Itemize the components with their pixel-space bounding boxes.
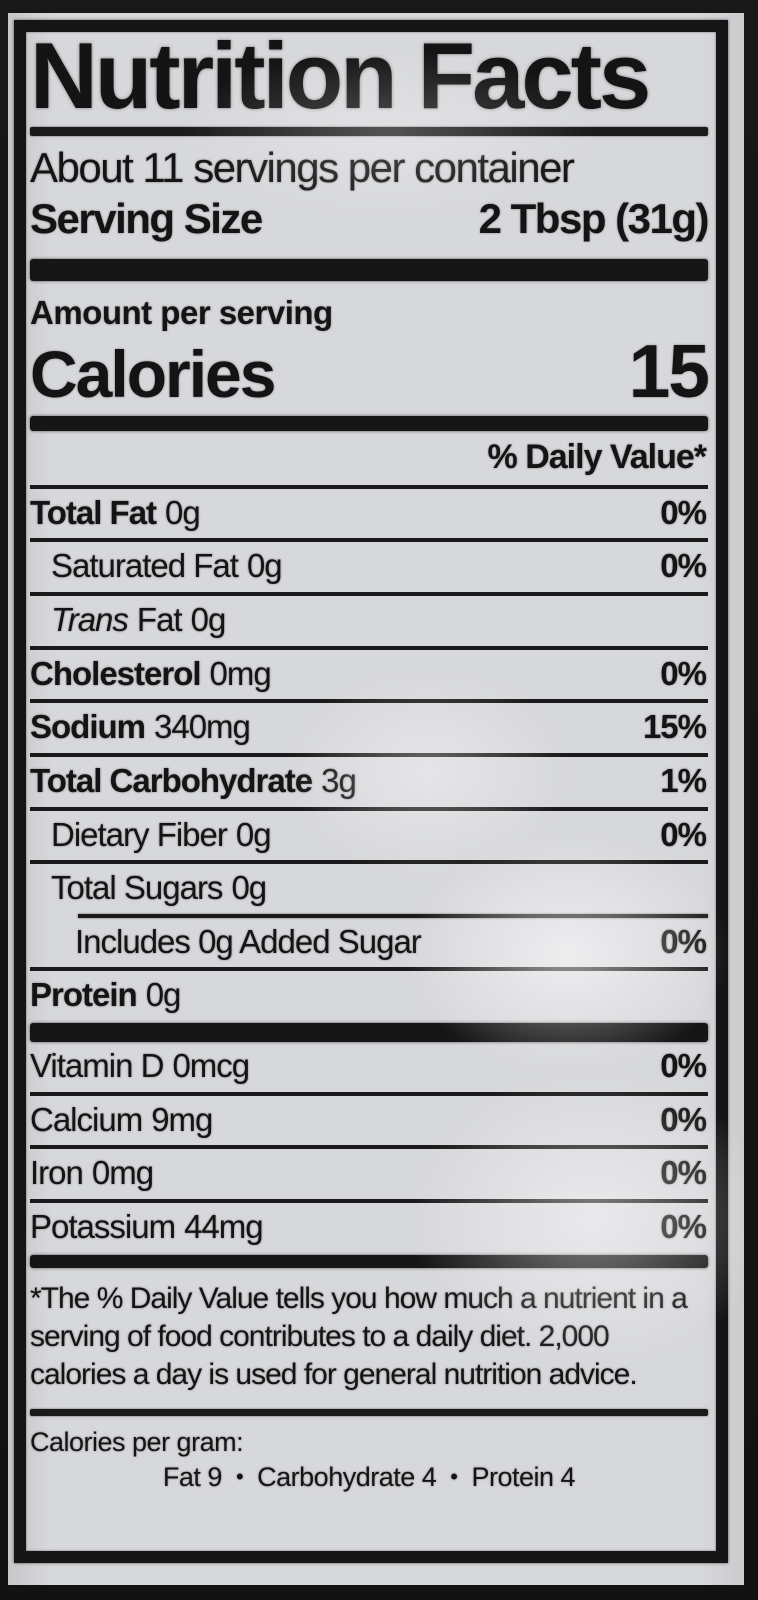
nutrient-row-dietary-fiber: Dietary Fiber 0g 0% bbox=[30, 806, 708, 861]
nutrient-name: Total Sugars bbox=[51, 869, 223, 907]
amount-per-serving: Amount per serving bbox=[30, 293, 333, 331]
nutrient-amount: 340mg bbox=[154, 708, 251, 746]
vitamin-dv: 0% bbox=[660, 1154, 707, 1192]
nutrient-row-total-sugars: Total Sugars 0g bbox=[30, 860, 708, 914]
section-bar-protein bbox=[30, 1023, 708, 1043]
nutrient-row-total-carbohydrate: Total Carbohydrate 3g 1% bbox=[30, 752, 708, 807]
vitamin-row-calcium: Calcium 9mg 0% bbox=[30, 1091, 708, 1146]
serving-size-row: Serving Size 2 Tbsp (31g) bbox=[30, 193, 710, 246]
calories-row: Calories 15 bbox=[30, 328, 710, 413]
nutrient-dv: 0% bbox=[660, 547, 707, 585]
serving-size-label: Serving Size bbox=[30, 195, 263, 243]
nutrient-row-protein: Protein 0g bbox=[30, 967, 708, 1021]
bullet-separator: • bbox=[235, 1463, 244, 1489]
nutrient-amount: 0g bbox=[231, 869, 267, 907]
vitamin-amount: 9mg bbox=[151, 1100, 213, 1138]
serving-size-value: 2 Tbsp (31g) bbox=[478, 195, 710, 243]
nutrient-row-sodium: Sodium 340mg 15% bbox=[30, 699, 708, 753]
cpg-fat: Fat 9 bbox=[162, 1461, 223, 1492]
title-divider bbox=[30, 127, 708, 137]
vitamin-row-iron: Iron 0mg 0% bbox=[30, 1145, 708, 1199]
vitamin-row-vitamin-d: Vitamin D 0mcg 0% bbox=[30, 1042, 708, 1092]
vitamin-amount: 0mg bbox=[91, 1154, 154, 1192]
nutrient-row-cholesterol: Cholesterol 0mg 0% bbox=[30, 645, 708, 700]
nutrient-amount: 0g bbox=[165, 493, 201, 531]
vitamin-name: Calcium bbox=[30, 1100, 143, 1138]
indented-rule bbox=[78, 913, 708, 918]
section-bar-calories bbox=[30, 415, 708, 431]
nutrient-rows: Total Fat 0g 0% Saturated Fat 0g 0% Trans F… bbox=[30, 484, 708, 1021]
nutrient-name: Total Fat bbox=[30, 493, 157, 531]
vitamin-dv: 0% bbox=[660, 1047, 707, 1085]
footnote-divider bbox=[30, 1408, 708, 1416]
nutrient-dv: 1% bbox=[660, 761, 707, 799]
nutrition-facts-panel: Nutrition Facts About 11 servings per co… bbox=[14, 20, 728, 1563]
nutrient-row-total-fat: Total Fat 0g 0% bbox=[30, 484, 708, 539]
nutrient-dv: 0% bbox=[660, 493, 707, 531]
vitamin-name: Potassium bbox=[30, 1208, 176, 1246]
nutrient-amount: 3g bbox=[321, 761, 357, 799]
vitamin-dv: 0% bbox=[660, 1208, 707, 1246]
vitamin-name: Iron bbox=[30, 1154, 84, 1192]
nutrient-dv: 15% bbox=[642, 708, 707, 746]
calories-value: 15 bbox=[628, 328, 710, 413]
nutrition-facts-title: Nutrition Facts bbox=[30, 23, 651, 128]
nutrient-name: Includes 0g Added Sugar bbox=[75, 922, 422, 960]
cpg-protein: Protein 4 bbox=[471, 1461, 576, 1492]
nutrient-name: Sodium bbox=[30, 708, 146, 746]
nutrient-row-trans-fat: Trans Fat 0g bbox=[30, 591, 708, 646]
vitamin-name: Vitamin D bbox=[30, 1047, 164, 1085]
nutrient-row-added-sugar: Includes 0g Added Sugar 0% bbox=[30, 918, 708, 968]
nutrient-amount: 0mg bbox=[209, 654, 272, 692]
nutrient-dv: 0% bbox=[660, 815, 707, 853]
section-bar-serving bbox=[30, 258, 708, 281]
calories-label: Calories bbox=[30, 336, 276, 411]
cpg-carbohydrate: Carbohydrate 4 bbox=[257, 1461, 437, 1492]
nutrient-row-saturated-fat: Saturated Fat 0g 0% bbox=[30, 538, 708, 592]
servings-per-container: About 11 servings per container bbox=[30, 144, 575, 192]
nutrient-name: Fat bbox=[136, 600, 183, 638]
bullet-separator: • bbox=[450, 1463, 458, 1489]
nutrient-amount: 0g bbox=[235, 815, 272, 853]
nutrient-name: Cholesterol bbox=[30, 654, 202, 692]
calories-per-gram-label: Calories per gram: bbox=[30, 1426, 244, 1457]
daily-value-footnote: *The % Daily Value tells you how much a … bbox=[30, 1281, 688, 1391]
nutrient-name: Total Carbohydrate bbox=[30, 761, 313, 799]
nutrient-amount: 0g bbox=[190, 600, 227, 638]
nutrient-name: Protein bbox=[30, 976, 138, 1014]
vitamin-rows: Vitamin D 0mcg 0% Calcium 9mg 0% Iron 0mg 0… bbox=[30, 1042, 708, 1253]
nutrient-name: Saturated Fat bbox=[51, 547, 239, 585]
nutrient-dv: 0% bbox=[660, 654, 707, 692]
label-paper: Nutrition Facts About 11 servings per co… bbox=[8, 13, 744, 1585]
nutrient-dv: 0% bbox=[660, 922, 707, 960]
vitamin-amount: 44mg bbox=[184, 1208, 264, 1246]
nutrient-name: Dietary Fiber bbox=[51, 815, 228, 853]
nutrient-amount: 0g bbox=[246, 547, 283, 585]
vitamin-dv: 0% bbox=[660, 1100, 707, 1138]
calories-per-gram-values: Fat 9 • Carbohydrate 4 • Protein 4 bbox=[30, 1462, 708, 1493]
daily-value-header: % Daily Value* bbox=[487, 437, 707, 476]
nutrient-name-italic: Trans bbox=[51, 600, 129, 638]
vitamin-row-potassium: Potassium 44mg 0% bbox=[30, 1199, 708, 1253]
section-bar-vitamins bbox=[30, 1254, 708, 1268]
vitamin-amount: 0mcg bbox=[172, 1047, 250, 1085]
nutrient-amount: 0g bbox=[145, 976, 182, 1014]
